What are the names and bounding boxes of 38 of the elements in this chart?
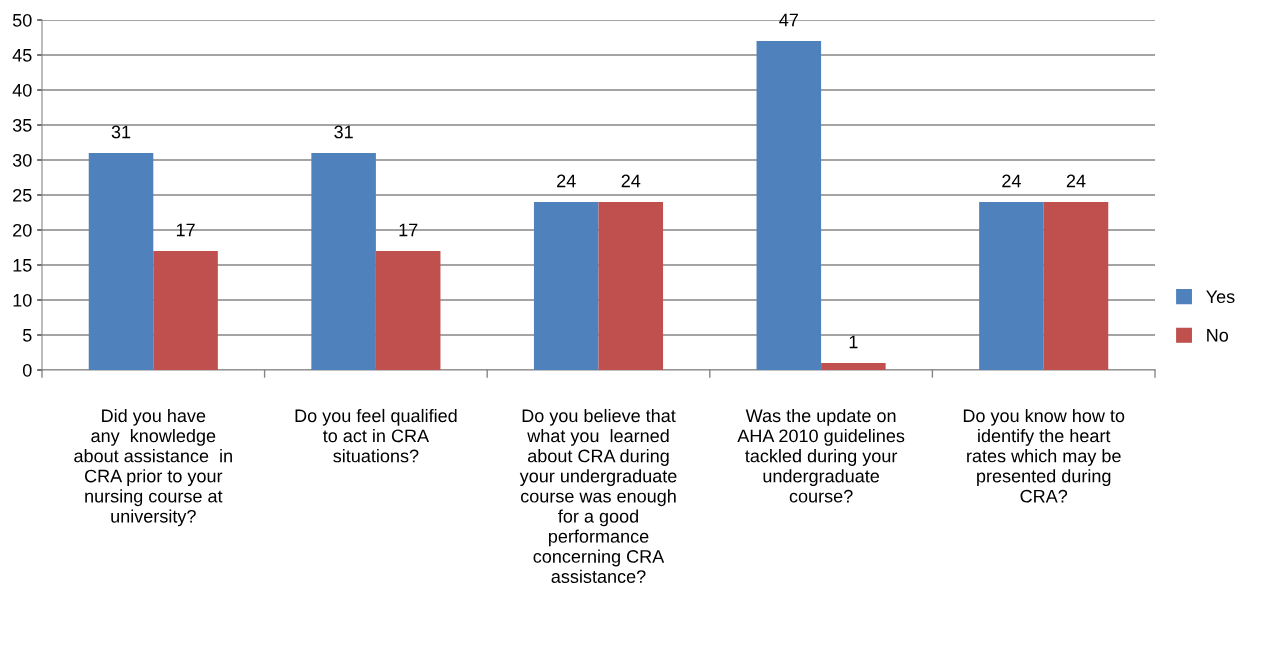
x-tick-label: Did you have any knowledge about assistance in CRA prior to your nursing course at university? bbox=[74, 408, 232, 527]
bar bbox=[756, 41, 822, 370]
y-tick-label: 20 bbox=[13, 223, 32, 237]
data-label: 1 bbox=[849, 335, 858, 349]
data-label: 17 bbox=[176, 223, 195, 237]
bar bbox=[311, 153, 376, 370]
bar bbox=[821, 363, 886, 370]
y-tick-label: 50 bbox=[12, 13, 32, 27]
y-tick-label: 45 bbox=[12, 49, 32, 62]
data-label: 31 bbox=[111, 125, 131, 139]
legend-label: Yes bbox=[1206, 290, 1235, 304]
bar bbox=[533, 202, 599, 370]
x-tick-label: Do you know how to identify the heart rates which may be presented during CRA? bbox=[963, 408, 1125, 503]
bar bbox=[153, 251, 218, 370]
y-tick-label: 15 bbox=[13, 259, 32, 272]
bar bbox=[1043, 202, 1109, 370]
y-tick-label: 30 bbox=[12, 153, 32, 167]
y-tick-label: 5 bbox=[22, 329, 32, 342]
legend-label: No bbox=[1207, 329, 1229, 342]
data-label: 31 bbox=[334, 125, 353, 139]
data-label: 24 bbox=[1066, 174, 1086, 188]
data-label: 47 bbox=[779, 13, 798, 27]
y-tick-label: 35 bbox=[12, 118, 32, 132]
y-tick-label: 10 bbox=[13, 293, 32, 307]
data-label: 24 bbox=[557, 174, 576, 188]
bar bbox=[375, 251, 441, 370]
data-label: 24 bbox=[621, 174, 641, 188]
y-tick-label: 40 bbox=[12, 83, 32, 97]
bar bbox=[979, 202, 1044, 370]
y-tick-label: 0 bbox=[22, 363, 32, 377]
x-tick-label: Do you feel qualified to act in CRA situations? bbox=[295, 408, 457, 463]
data-label: 17 bbox=[399, 223, 418, 237]
x-tick-label: Was the update on AHA 2010 guidelines tackled during your undergraduate course? bbox=[737, 408, 905, 503]
bar bbox=[598, 202, 664, 370]
bar bbox=[88, 153, 154, 370]
data-label: 24 bbox=[1002, 174, 1021, 188]
category-label: Do you believe that what you learned about CRA during your undergraduate course was enough for a good performance concerning CRA assistance? bbox=[519, 408, 677, 583]
y-tick-label: 25 bbox=[13, 188, 32, 202]
